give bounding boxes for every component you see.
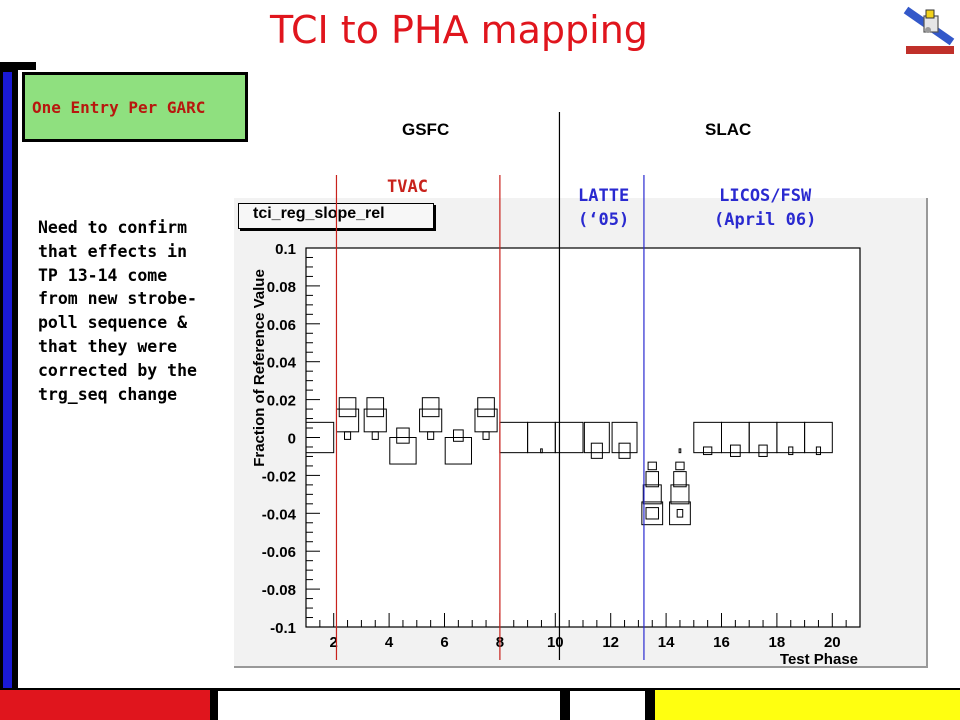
data-box-45 [815, 446, 822, 456]
x-tick-label: 16 [713, 634, 730, 651]
x-tick-label: 4 [385, 634, 394, 651]
y-tick-label: 0.04 [267, 355, 297, 372]
data-box-6 [371, 431, 379, 440]
data-box-34 [669, 501, 691, 526]
latte-label: LATTE (‘05) [578, 184, 629, 232]
data-box-21 [583, 421, 610, 454]
tvac-label: TVAC [387, 177, 428, 197]
y-tick-label: 0.02 [267, 393, 296, 410]
data-box-37 [702, 446, 713, 456]
entry-box-text: One Entry Per GARC [32, 98, 206, 117]
x-tick-label: 2 [330, 634, 338, 651]
y-tick-label: -0.08 [262, 582, 296, 599]
bottom-frame-line [0, 688, 960, 691]
latte-label-line1: LATTE [578, 186, 630, 206]
data-box-33 [670, 484, 690, 505]
data-box-14 [477, 397, 495, 418]
y-tick-label: 0.1 [275, 241, 296, 258]
licos-label: LICOS/FSW (April 06) [714, 184, 816, 232]
data-box-31 [675, 461, 685, 471]
y-tick-label: 0 [288, 431, 296, 448]
data-box-44 [804, 421, 833, 454]
data-box-41 [758, 444, 768, 457]
data-box-7 [396, 427, 410, 444]
y-tick-label: -0.04 [262, 506, 297, 523]
y-tick-label: -0.02 [262, 468, 296, 485]
data-box-16 [482, 431, 490, 440]
note-text: Need to confirm that effects in TP 13-14… [38, 218, 197, 404]
data-box-1 [338, 397, 357, 418]
bottom-divider-2 [560, 690, 570, 720]
x-tick-label: 20 [824, 634, 841, 651]
satellite-logo [903, 6, 955, 54]
data-box-30 [678, 448, 682, 454]
data-box-39 [730, 444, 741, 457]
data-box-28 [641, 501, 664, 526]
data-box-12 [453, 429, 464, 442]
data-box-26 [645, 471, 659, 488]
y-tick-label: -0.06 [262, 544, 296, 561]
data-box-22 [590, 442, 603, 459]
data-box-9 [421, 397, 440, 418]
bottom-yellow-block [655, 690, 960, 720]
left-blue-bar [3, 72, 12, 688]
licos-label-line1: LICOS/FSW [719, 186, 812, 206]
x-tick-label: 18 [769, 634, 786, 651]
data-box-8 [389, 437, 417, 465]
data-box-29 [645, 507, 659, 520]
y-tick-label: -0.1 [270, 620, 296, 637]
data-box-3 [344, 431, 352, 440]
latte-label-line2: (‘05) [578, 210, 630, 230]
data-box-0 [305, 421, 335, 454]
y-tick-label: 0.06 [267, 317, 296, 334]
bottom-divider-3 [645, 690, 655, 720]
data-box-23 [611, 421, 638, 454]
slide-title: TCI to PHA mapping [270, 8, 648, 52]
licos-label-line2: (April 06) [714, 210, 817, 230]
data-box-43 [788, 446, 794, 456]
y-axis-label: Fraction of Reference Value [251, 269, 268, 467]
entry-box [22, 72, 248, 142]
site-label-gsfc: GSFC [402, 120, 450, 139]
data-box-11 [427, 431, 435, 440]
data-box-25 [647, 461, 657, 471]
bottom-divider-1 [210, 690, 218, 720]
data-box-32 [673, 471, 687, 488]
x-tick-label: 10 [547, 634, 564, 651]
x-tick-label: 12 [602, 634, 619, 651]
bottom-red-block [0, 690, 210, 720]
histogram-title: tci_reg_slope_rel [253, 205, 385, 222]
site-label-slac: SLAC [705, 120, 752, 139]
data-box-24 [618, 442, 631, 459]
x-tick-label: 14 [658, 634, 675, 651]
data-box-4 [366, 397, 385, 418]
x-tick-label: 6 [440, 634, 448, 651]
data-box-19 [540, 448, 543, 454]
data-box-35 [676, 509, 684, 518]
top-left-frame-bar [0, 62, 36, 70]
data-box-20 [554, 421, 584, 454]
x-axis-label: Test Phase [780, 651, 858, 668]
y-tick-label: 0.08 [267, 279, 296, 296]
data-box-13 [444, 437, 473, 465]
data-box-27 [642, 484, 662, 505]
